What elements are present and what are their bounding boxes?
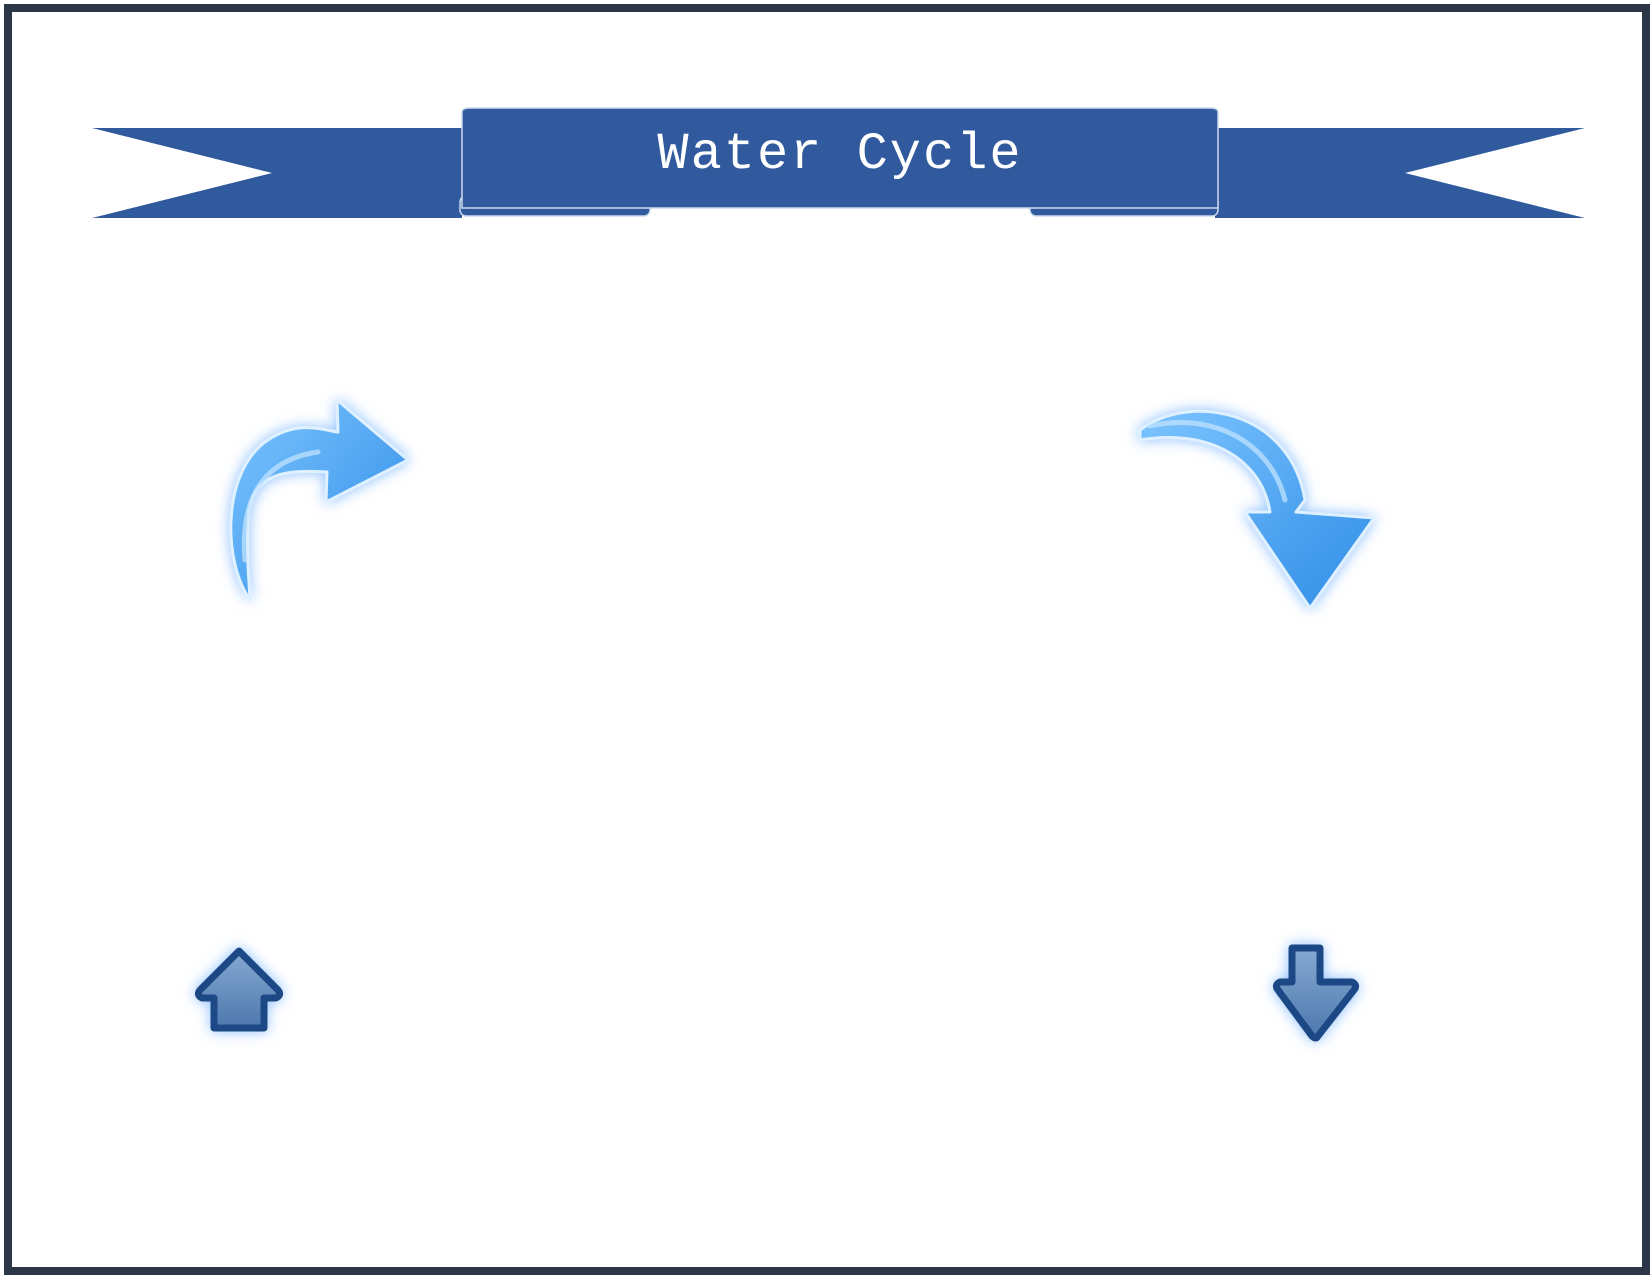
title-banner: Water Cycle [92,107,1585,218]
banner-right-tail [1215,128,1585,218]
curved-arrow-up-right-icon [229,398,410,602]
banner-left-tail [92,128,462,218]
up-arrow-icon [194,947,284,1032]
down-arrow-icon [1272,944,1360,1042]
page-title: Water Cycle [657,125,1022,184]
banner-center [461,107,1219,209]
curved-arrow-down-right-icon [1138,409,1376,610]
